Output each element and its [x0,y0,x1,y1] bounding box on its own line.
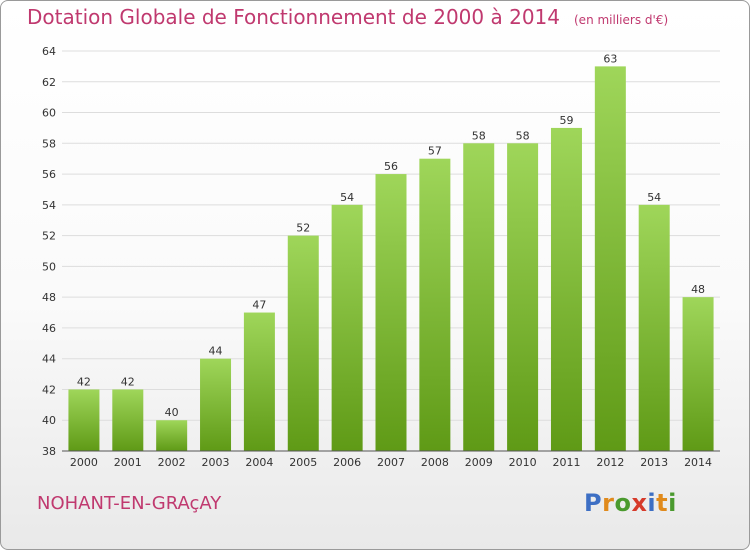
y-tick-label: 38 [42,445,56,458]
bar-value-label: 44 [209,345,223,358]
y-tick-label: 44 [42,353,56,366]
x-tick-label: 2012 [596,456,624,469]
bars [68,66,714,452]
bar-value-label: 40 [165,406,179,419]
chart-title: Dotation Globale de Fonctionnement de 20… [27,5,668,29]
y-tick-label: 42 [42,383,56,396]
x-tick-label: 2002 [158,456,186,469]
bar-value-label: 57 [428,145,442,158]
x-tick-label: 2011 [552,456,580,469]
x-tick-label: 2000 [70,456,98,469]
x-tick-label: 2004 [245,456,273,469]
logo-letter: x [631,489,648,517]
x-tick-label: 2003 [202,456,230,469]
bar-value-label: 42 [77,375,91,388]
x-tick-label: 2001 [114,456,142,469]
logo-letter: P [584,489,603,517]
bar-value-label: 56 [384,160,398,173]
bar-2012 [594,66,626,451]
x-tick-label: 2007 [377,456,405,469]
bar-2004 [243,312,275,451]
y-tick-label: 40 [42,414,56,427]
bar-2000 [68,389,100,451]
y-tick-label: 64 [42,45,56,58]
y-tick-label: 56 [42,168,56,181]
x-tick-label: 2008 [421,456,449,469]
bar-2006 [331,204,363,451]
logo-letter: t [656,489,669,517]
bar-value-label: 58 [472,129,486,142]
x-tick-label: 2010 [509,456,537,469]
bar-2002 [156,420,188,451]
x-tick-label: 2005 [289,456,317,469]
x-tick-label: 2009 [465,456,493,469]
bar-value-label: 59 [559,114,573,127]
logo-letter: r [602,489,615,517]
bar-2003 [200,358,232,451]
x-tick-label: 2006 [333,456,361,469]
bar-2009 [463,143,495,452]
logo-letter: o [614,489,632,517]
logo-letter: i [647,489,657,517]
title-unit: (en milliers d'€) [574,13,669,27]
bar-2008 [419,158,451,451]
bar-2014 [682,297,714,451]
y-tick-label: 62 [42,76,56,89]
bar-value-label: 63 [603,52,617,65]
title-text: Dotation Globale de Fonctionnement de 20… [27,5,560,29]
bar-value-label: 42 [121,375,135,388]
y-tick-label: 48 [42,291,56,304]
bar-value-label: 48 [691,283,705,296]
proxiti-logo[interactable]: Proxiti [584,489,677,517]
commune-name: NOHANT-EN-GRAçAY [37,493,222,514]
x-tick-label: 2014 [684,456,712,469]
y-tick-label: 46 [42,322,56,335]
bar-2001 [112,389,144,451]
bar-2011 [550,127,582,451]
y-tick-label: 60 [42,107,56,120]
logo-letter: i [668,489,677,517]
y-tick-label: 54 [42,199,56,212]
y-tick-label: 50 [42,260,56,273]
x-tick-label: 2013 [640,456,668,469]
bar-value-label: 52 [296,222,310,235]
bar-value-label: 54 [340,191,354,204]
bar-2007 [375,174,407,452]
bar-2013 [638,204,670,451]
bar-value-label: 54 [647,191,661,204]
y-axis-ticks: 38 40 42 44 46 48 50 52 54 56 58 60 62 64 [42,45,56,458]
bar-value-labels: 42 42 40 44 47 52 54 56 57 58 58 59 63 54 48 [77,52,705,419]
bar-2005 [287,235,319,451]
y-tick-label: 52 [42,230,56,243]
x-axis-labels: 2000 2001 2002 2003 2004 2005 2006 2007 2008 2009… [70,456,712,469]
bar-value-label: 58 [516,129,530,142]
bar-value-label: 47 [252,299,266,312]
bar-2010 [507,143,539,452]
y-tick-label: 58 [42,137,56,150]
